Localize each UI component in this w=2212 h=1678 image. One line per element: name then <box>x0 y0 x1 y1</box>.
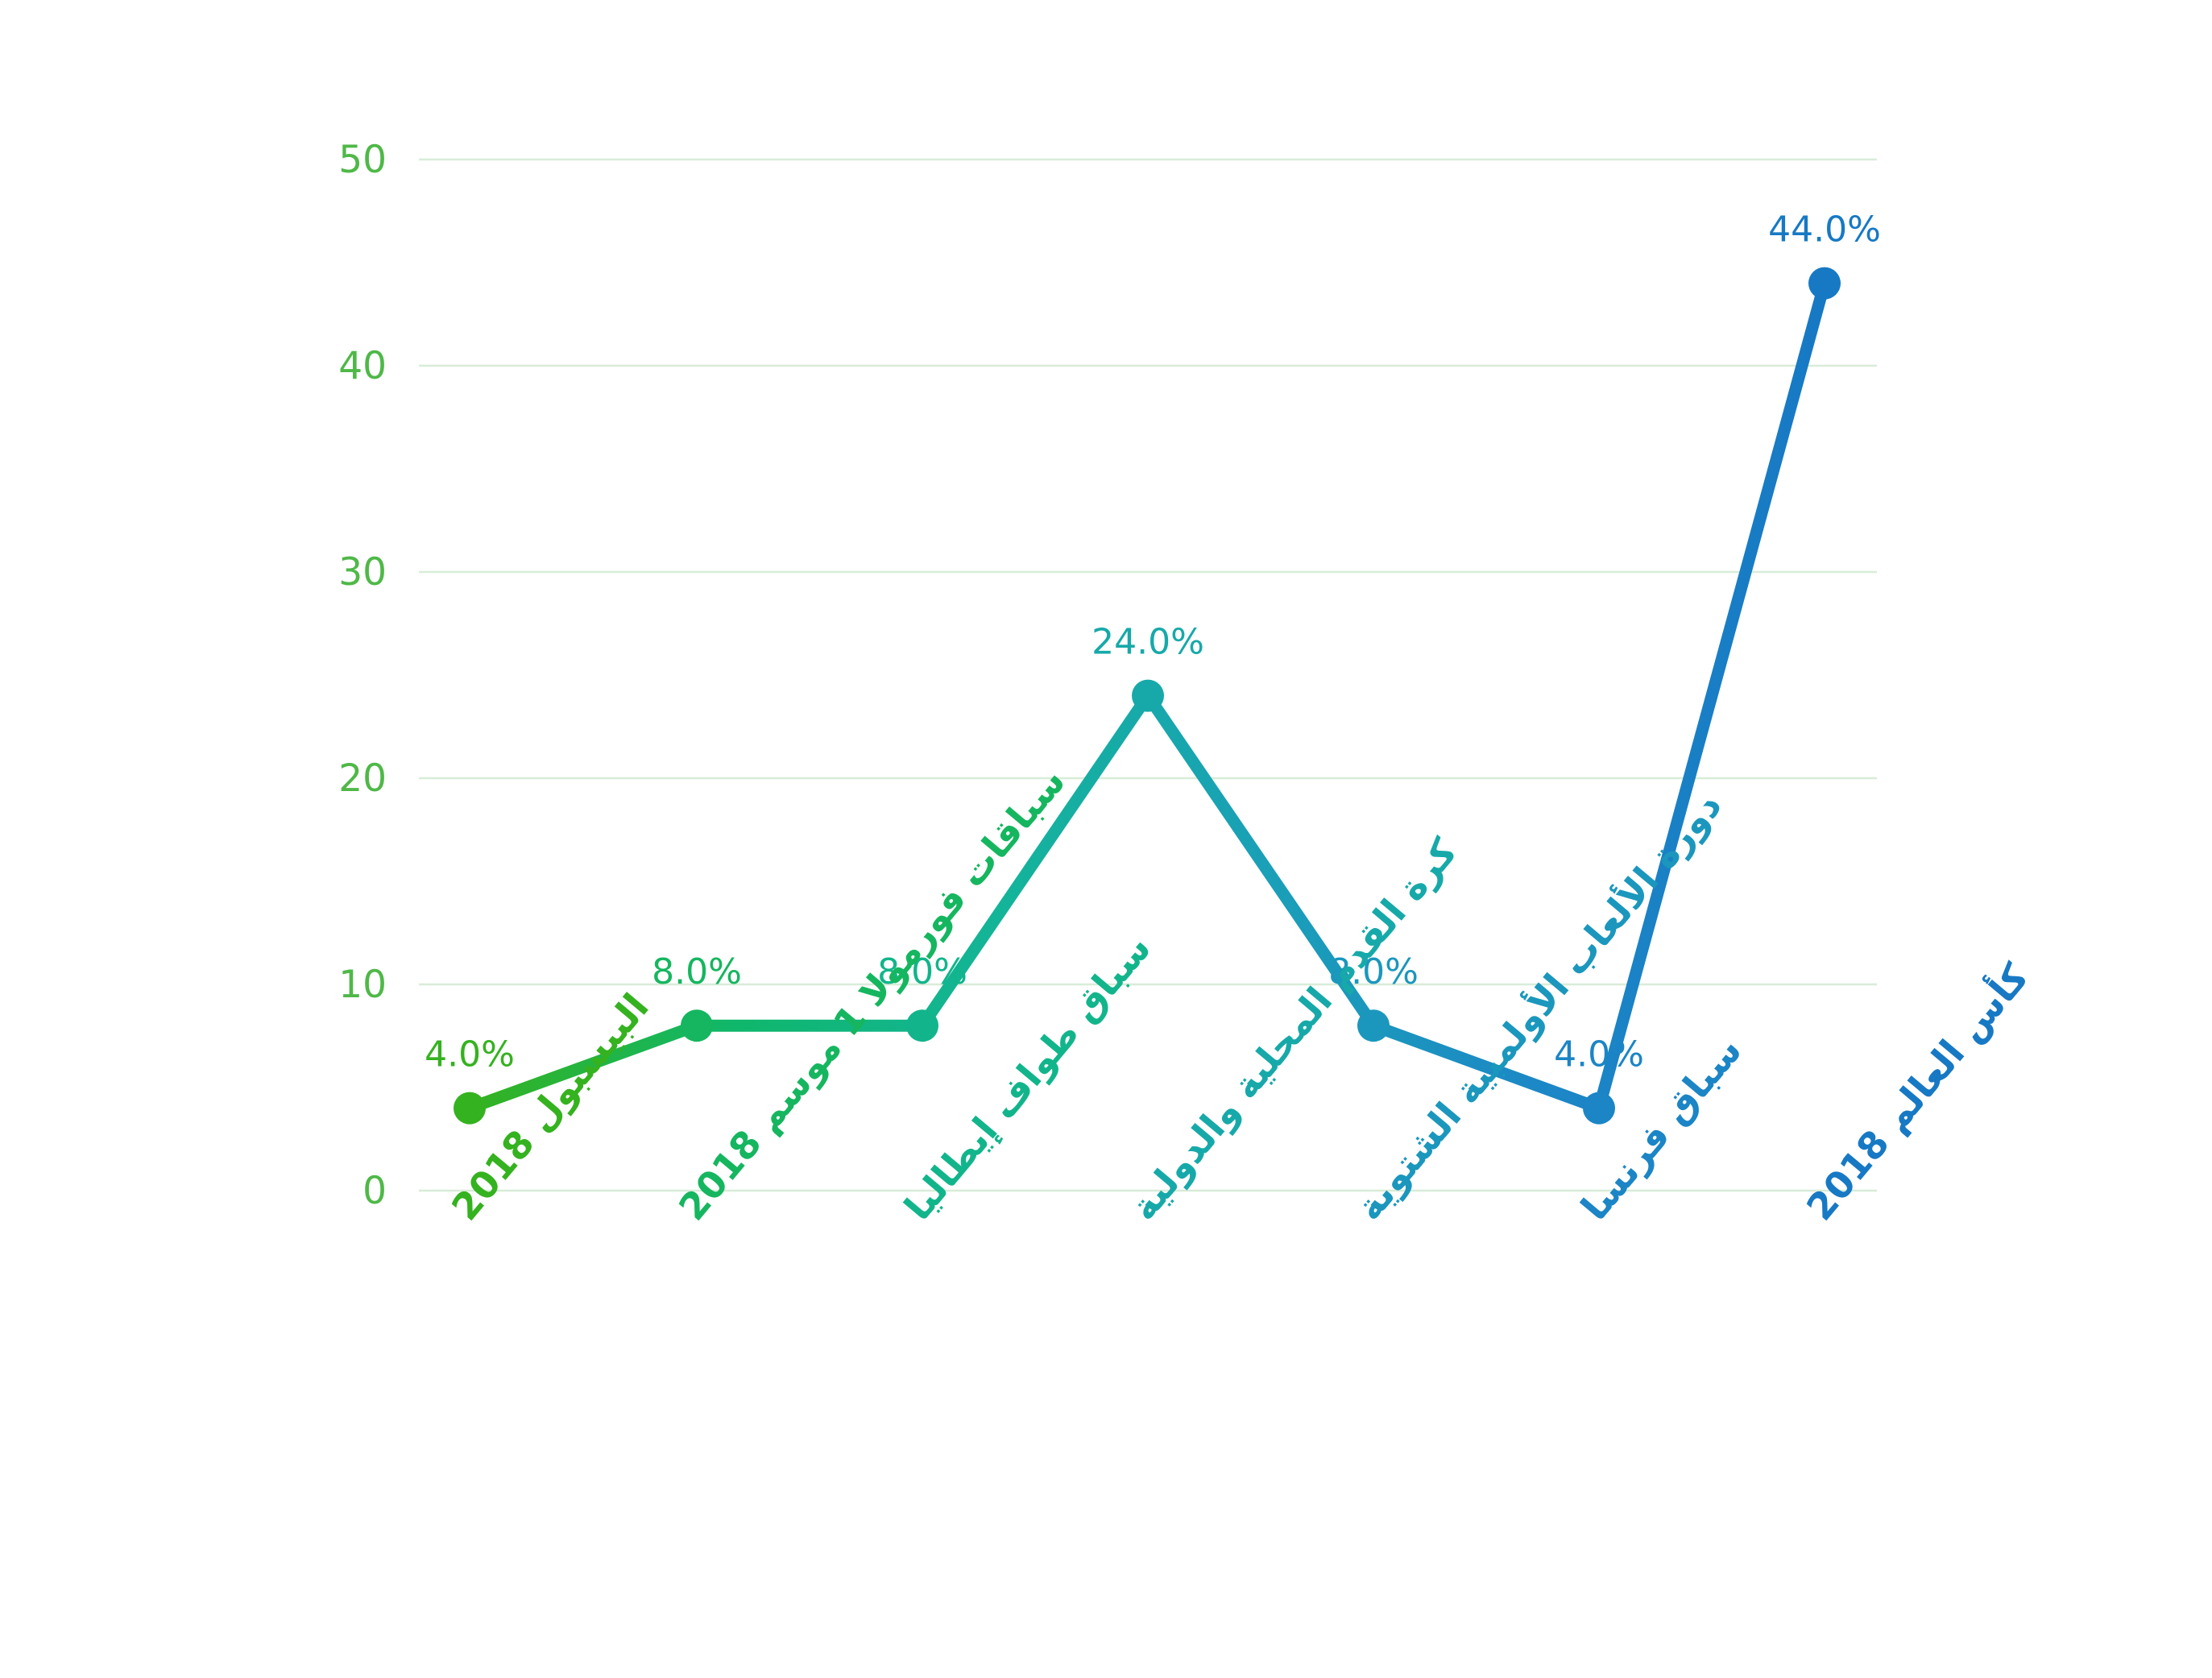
x-category-label: دورة الألعاب الأولمبية الشتوية <box>1346 783 1729 1228</box>
y-tick-label: 40 <box>338 344 387 388</box>
data-point <box>1808 267 1841 300</box>
data-label: 8.0% <box>877 951 967 992</box>
data-point <box>1583 1092 1615 1125</box>
y-axis-ticks: 0 10 20 30 40 50 <box>338 138 387 1213</box>
data-labels: 4.0% 8.0% 8.0% 24.0% 8.0% 4.0% 44.0% <box>425 209 1881 1075</box>
data-label: 4.0% <box>425 1034 515 1075</box>
data-point <box>1132 679 1164 712</box>
y-tick-label: 30 <box>338 550 387 595</box>
data-label: 4.0% <box>1554 1034 1644 1075</box>
series-points <box>454 267 1841 1125</box>
data-label: 8.0% <box>1328 951 1419 992</box>
y-tick-label: 20 <box>338 756 387 801</box>
y-tick-label: 0 <box>362 1169 387 1213</box>
x-category-label: سباقات فورمولا 1 موسم 2018 <box>670 760 1074 1228</box>
data-point <box>1357 1009 1390 1042</box>
data-label: 24.0% <box>1092 622 1204 663</box>
data-label: 44.0% <box>1768 209 1881 251</box>
data-point <box>454 1092 486 1125</box>
data-point <box>906 1009 938 1042</box>
y-tick-label: 50 <box>338 138 387 182</box>
y-tick-label: 10 <box>338 963 387 1007</box>
x-category-label: كأس العالم 2018 <box>1796 954 2037 1228</box>
data-label: 8.0% <box>652 951 742 992</box>
data-point <box>681 1009 713 1042</box>
grid-lines <box>419 158 1877 1192</box>
